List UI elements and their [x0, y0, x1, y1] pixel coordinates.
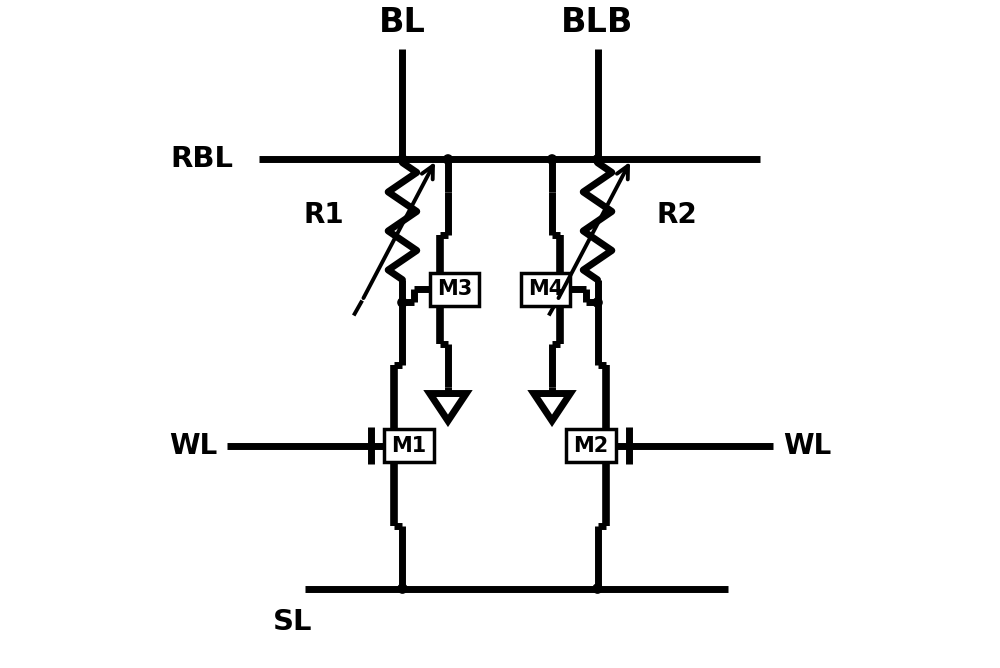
- Text: SL: SL: [272, 608, 312, 636]
- Text: RBL: RBL: [170, 146, 233, 174]
- Text: WL: WL: [783, 432, 831, 460]
- Text: BLB: BLB: [561, 6, 634, 39]
- FancyBboxPatch shape: [521, 273, 570, 306]
- Circle shape: [593, 155, 602, 164]
- Circle shape: [398, 155, 407, 164]
- Text: R1: R1: [303, 200, 344, 228]
- FancyBboxPatch shape: [384, 429, 434, 462]
- Text: M1: M1: [391, 436, 427, 456]
- Circle shape: [593, 298, 602, 307]
- FancyBboxPatch shape: [430, 273, 479, 306]
- Text: M4: M4: [528, 279, 563, 299]
- Circle shape: [398, 298, 407, 307]
- Text: R2: R2: [656, 200, 697, 228]
- Circle shape: [547, 155, 557, 164]
- Circle shape: [443, 155, 453, 164]
- Circle shape: [398, 584, 407, 593]
- Text: WL: WL: [169, 432, 217, 460]
- Text: M2: M2: [573, 436, 609, 456]
- Circle shape: [593, 584, 602, 593]
- Text: BL: BL: [379, 6, 426, 39]
- FancyBboxPatch shape: [566, 429, 616, 462]
- Text: M3: M3: [437, 279, 472, 299]
